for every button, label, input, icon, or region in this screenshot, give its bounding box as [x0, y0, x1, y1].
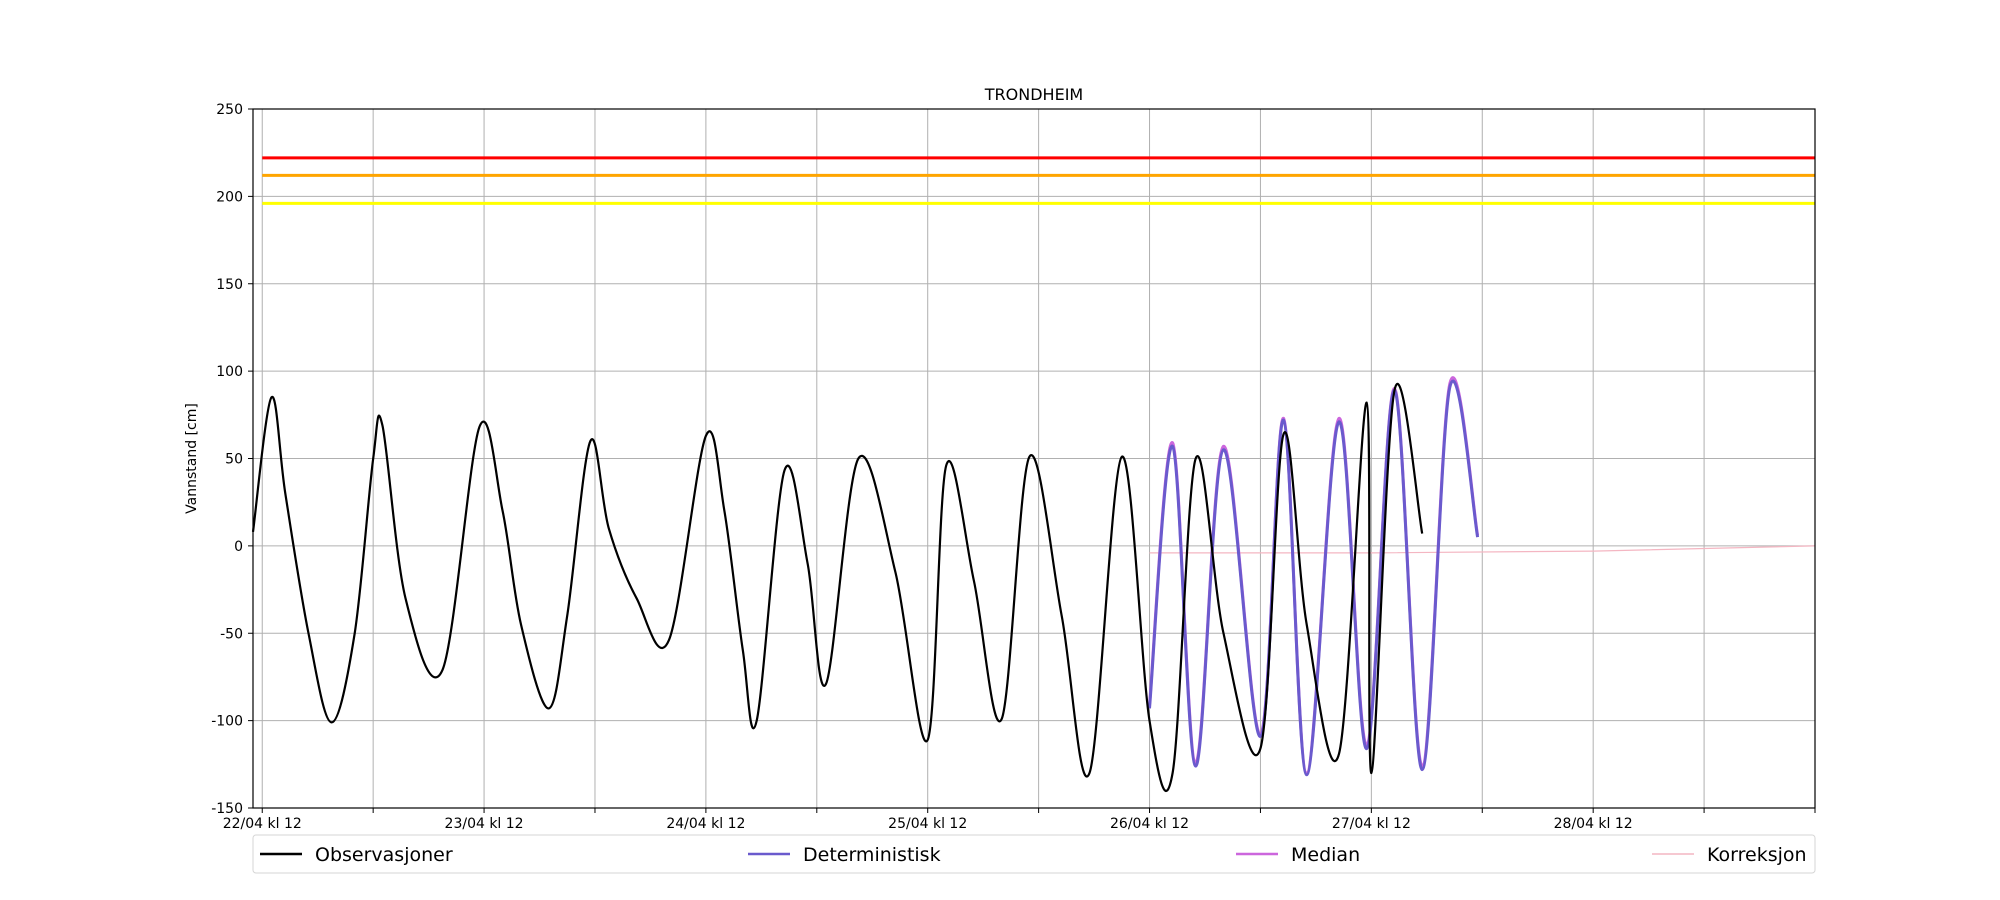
- y-tick-label: -100: [211, 714, 243, 730]
- y-tick-label: 150: [216, 277, 243, 293]
- x-tick-label: 28/04 kl 12: [1554, 816, 1633, 832]
- y-tick-label: 0: [234, 539, 243, 555]
- series-deterministisk: [1148, 379, 1480, 777]
- x-tick-label: 24/04 kl 12: [666, 816, 745, 832]
- y-tick-label: 100: [216, 364, 243, 380]
- y-tick-label: -150: [211, 801, 243, 817]
- y-tick-label: 250: [216, 102, 243, 118]
- series-lines: [251, 376, 1816, 792]
- threshold-lines: [262, 156, 1815, 205]
- axes: -150 -100 -50 0 50 100 150 200 250 22/04 kl 12 23/…: [211, 102, 1816, 832]
- legend-label: Observasjoner: [315, 844, 453, 866]
- legend-label: Korreksjon: [1707, 844, 1807, 866]
- y-tick-label: 50: [225, 452, 243, 468]
- legend-label: Deterministisk: [803, 844, 941, 866]
- series-observasjoner: [251, 382, 1424, 792]
- x-tick-label: 25/04 kl 12: [888, 816, 967, 832]
- x-tick-label: 27/04 kl 12: [1332, 816, 1411, 832]
- legend: Observasjoner Deterministisk Median Korreks…: [252, 834, 1816, 874]
- y-axis-label: Vannstand [cm]: [184, 403, 200, 514]
- y-tick-label: 200: [216, 189, 243, 205]
- chart-title: TRONDHEIM: [984, 85, 1083, 104]
- legend-label: Median: [1291, 844, 1360, 866]
- grid: [253, 108, 1816, 809]
- x-tick-label: 26/04 kl 12: [1110, 816, 1189, 832]
- legend-box: [252, 834, 1816, 874]
- x-tick-label: 23/04 kl 12: [445, 816, 524, 832]
- x-tick-label: 22/04 kl 12: [223, 816, 302, 832]
- y-tick-label: -50: [220, 626, 243, 642]
- series-korreksjon: [1149, 545, 1816, 554]
